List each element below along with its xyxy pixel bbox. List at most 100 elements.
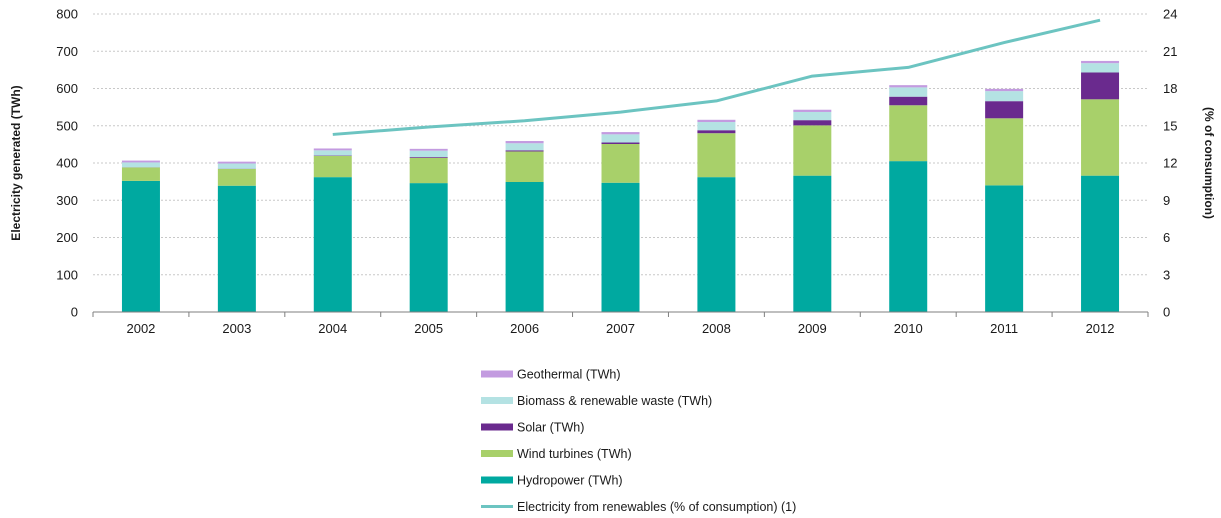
bar-segment [409, 150, 448, 158]
bar-segment [1081, 175, 1120, 312]
bar-segment [601, 144, 640, 183]
bar-segment [793, 120, 832, 126]
bar-segment [793, 125, 832, 176]
y2-tick-label: 15 [1163, 118, 1177, 133]
legend-label: Biomass & renewable waste (TWh) [517, 394, 712, 408]
bar-stacks [121, 60, 1120, 312]
bar-segment [505, 143, 544, 151]
bar-segment [985, 185, 1024, 312]
y-tick-label: 400 [56, 156, 78, 171]
bar-segment [1081, 60, 1120, 64]
bar-segment [313, 155, 352, 178]
y-tick-label: 100 [56, 267, 78, 282]
x-tick-label: 2012 [1086, 321, 1115, 336]
bar-segment [409, 148, 448, 151]
bar-segment [601, 134, 640, 143]
bar-segment [217, 163, 256, 169]
x-tick-label: 2008 [702, 321, 731, 336]
legend-swatch [481, 397, 513, 404]
y2-tick-label: 21 [1163, 44, 1177, 59]
bar-segment [889, 85, 928, 88]
bar-segment [697, 119, 736, 123]
legend-swatch [481, 423, 513, 431]
y2-tick-label: 24 [1163, 7, 1177, 22]
legend-label: Solar (TWh) [517, 421, 584, 435]
y-tick-label: 600 [56, 81, 78, 96]
bar-segment [217, 161, 256, 164]
bar-segment [889, 87, 928, 97]
bar-segment [505, 181, 544, 312]
y2-axis-title: (% of consumption) [1202, 107, 1216, 219]
y2-tick-label: 9 [1163, 193, 1170, 208]
axes: 0 100 200 300 400 500 600 700 800 0 3 6 9 12 15 18 21 24 2… [56, 7, 1177, 337]
y2-tick-label: 3 [1163, 267, 1170, 282]
bar-segment [409, 157, 448, 158]
bar-segment [505, 151, 544, 182]
y2-tick-label: 12 [1163, 156, 1177, 171]
bar-segment [1081, 99, 1120, 176]
legend-label: Geothermal (TWh) [517, 368, 621, 382]
y-tick-label: 200 [56, 230, 78, 245]
bar-segment [697, 130, 736, 134]
legend-swatch [481, 370, 513, 378]
y-tick-label: 0 [71, 305, 78, 320]
y-tick-label: 700 [56, 44, 78, 59]
x-tick-label: 2003 [222, 321, 251, 336]
bar-segment [889, 105, 928, 162]
bar-segment [985, 91, 1024, 102]
bar-segment [601, 182, 640, 312]
bar-segment [889, 96, 928, 106]
bar-segment [409, 183, 448, 312]
bar-segment [985, 101, 1024, 119]
bar-segment [217, 185, 256, 312]
x-tick-label: 2006 [510, 321, 539, 336]
legend-swatch [481, 450, 513, 457]
bar-segment [121, 167, 160, 181]
legend-label: Wind turbines (TWh) [517, 447, 632, 461]
bar-segment [889, 161, 928, 312]
x-tick-label: 2009 [798, 321, 827, 336]
y-axis-title: Electricity generated (TWh) [9, 85, 23, 240]
bar-segment [697, 177, 736, 312]
legend-swatch [481, 476, 513, 484]
y2-tick-label: 6 [1163, 230, 1170, 245]
bar-segment [313, 148, 352, 151]
bar-segment [121, 160, 160, 163]
bar-segment [313, 150, 352, 156]
y-tick-label: 300 [56, 193, 78, 208]
bar-segment [409, 157, 448, 184]
y2-tick-label: 0 [1163, 305, 1170, 320]
bar-segment [313, 177, 352, 312]
x-tick-label: 2004 [318, 321, 347, 336]
bar-segment [793, 111, 832, 121]
bar-segment [121, 180, 160, 312]
bar-segment [601, 142, 640, 145]
bar-segment [121, 162, 160, 168]
bar-segment [697, 122, 736, 131]
y-tick-label: 500 [56, 118, 78, 133]
legend: Geothermal (TWh) Biomass & renewable wast… [481, 368, 796, 514]
bar-segment [1081, 72, 1120, 100]
x-tick-label: 2007 [606, 321, 635, 336]
y-tick-label: 800 [56, 7, 78, 22]
renewables-share-line-path [332, 18, 1101, 136]
x-tick-label: 2011 [990, 321, 1018, 336]
bar-segment [985, 88, 1024, 92]
x-tick-label: 2002 [126, 321, 155, 336]
legend-label: Hydropower (TWh) [517, 474, 623, 488]
y2-tick-label: 18 [1163, 81, 1177, 96]
bar-segment [217, 168, 256, 186]
legend-label: Electricity from renewables (% of consum… [517, 500, 796, 514]
bar-segment [505, 150, 544, 152]
bar-segment [985, 118, 1024, 186]
bar-segment [505, 141, 544, 144]
bar-segment [793, 175, 832, 312]
bar-segment [697, 133, 736, 178]
x-tick-label: 2005 [414, 321, 443, 336]
renewables-share-line [332, 18, 1101, 136]
bar-segment [793, 109, 832, 112]
x-tick-label: 2010 [894, 321, 923, 336]
bar-segment [1081, 63, 1120, 73]
bar-segment [601, 132, 640, 135]
